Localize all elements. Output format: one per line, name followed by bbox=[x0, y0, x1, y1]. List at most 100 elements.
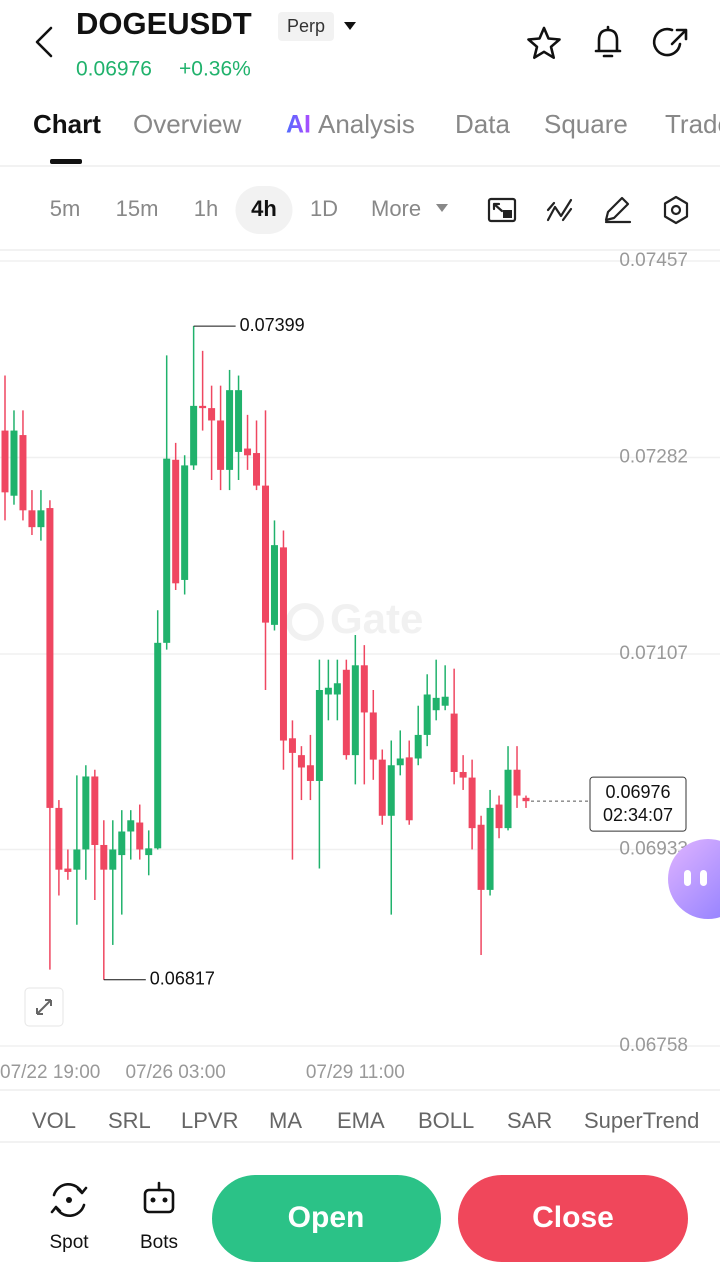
indicator-tab[interactable]: VOL bbox=[32, 1108, 76, 1133]
tool-layout[interactable] bbox=[487, 197, 517, 223]
candle-body bbox=[100, 844, 108, 870]
tab[interactable]: Chart bbox=[33, 109, 101, 139]
tab[interactable]: Square bbox=[544, 109, 628, 139]
bots-button[interactable] bbox=[143, 1181, 175, 1214]
candle-body bbox=[324, 687, 332, 695]
candle-body bbox=[522, 797, 530, 802]
candle-body bbox=[46, 508, 54, 808]
candle-body bbox=[73, 849, 81, 870]
candle-body bbox=[450, 713, 458, 772]
candle-body bbox=[19, 435, 27, 511]
spot-label: Spot bbox=[49, 1232, 89, 1253]
y-tick-label: 0.07457 bbox=[619, 250, 688, 271]
favorite-button[interactable] bbox=[527, 26, 561, 59]
fullscreen-icon bbox=[36, 999, 52, 1015]
candle-body bbox=[315, 689, 323, 781]
tab-badge: AI bbox=[286, 111, 311, 139]
candle-body bbox=[208, 408, 216, 421]
candle-body bbox=[405, 757, 413, 821]
spot-button[interactable] bbox=[50, 1183, 88, 1217]
contract-badge bbox=[278, 12, 334, 41]
back-button[interactable] bbox=[35, 26, 53, 58]
candle-body bbox=[414, 734, 422, 759]
indicator-tab[interactable]: BOLL bbox=[418, 1108, 474, 1133]
indicator-tab[interactable]: LPVR bbox=[181, 1108, 238, 1133]
candle-body bbox=[217, 420, 225, 470]
candle-body bbox=[244, 448, 252, 456]
candle-body bbox=[459, 771, 467, 778]
timeframe[interactable]: 5m bbox=[50, 196, 81, 221]
high-marker-label: 0.07399 bbox=[240, 315, 305, 335]
indicator-tab[interactable]: SRL bbox=[108, 1108, 151, 1133]
candle-body bbox=[360, 665, 368, 713]
price-change: +0.36% bbox=[179, 58, 251, 81]
y-tick-label: 0.07107 bbox=[619, 643, 688, 664]
indicator-tab[interactable]: SAR bbox=[507, 1108, 552, 1133]
candle-body bbox=[486, 807, 494, 890]
countdown: 02:34:07 bbox=[603, 805, 673, 825]
open-label: Open bbox=[288, 1201, 365, 1234]
candle-body bbox=[109, 849, 117, 870]
active-tab-indicator bbox=[50, 159, 82, 164]
close-label: Close bbox=[532, 1201, 614, 1234]
candle-body bbox=[145, 848, 153, 856]
indicator-bar: VOL SRL LPVR MA EMA BOLL SAR SuperTrend bbox=[32, 1108, 699, 1133]
tab[interactable]: Data bbox=[455, 109, 510, 139]
more-dropdown bbox=[436, 204, 448, 212]
current-price: 0.06976 bbox=[605, 782, 670, 802]
x-tick-label: 07/26 03:00 bbox=[125, 1062, 225, 1083]
tool-draw[interactable] bbox=[604, 196, 632, 224]
open-button[interactable] bbox=[212, 1175, 441, 1262]
contract-type: Perp bbox=[287, 16, 325, 36]
x-tick-label: 07/29 11:00 bbox=[306, 1062, 405, 1083]
tool-settings[interactable] bbox=[663, 195, 689, 225]
candle-body bbox=[127, 820, 135, 832]
candle-body bbox=[172, 459, 180, 584]
candle-body bbox=[369, 712, 377, 760]
candle-body bbox=[190, 405, 198, 466]
y-tick-label: 0.07282 bbox=[619, 447, 688, 468]
timeframe-bar: 5m 15m 1h 4h 1D More bbox=[50, 196, 448, 221]
symbol: DOGEUSDT bbox=[76, 6, 252, 41]
tab[interactable]: Analysis bbox=[318, 109, 415, 139]
indicator-tab[interactable]: EMA bbox=[337, 1108, 385, 1133]
y-tick-label: 0.06933 bbox=[619, 838, 688, 859]
timeframe[interactable]: 15m bbox=[116, 196, 159, 221]
y-tick-label: 0.06758 bbox=[619, 1035, 688, 1056]
timeframe[interactable]: 1D bbox=[310, 196, 338, 221]
alert-button[interactable] bbox=[594, 25, 622, 58]
candle-body bbox=[28, 510, 36, 528]
candle-body bbox=[297, 755, 305, 768]
candle-body bbox=[235, 390, 243, 452]
bots-label: Bots bbox=[140, 1232, 178, 1253]
tab[interactable]: Overview bbox=[133, 109, 242, 139]
share-button[interactable] bbox=[652, 27, 688, 57]
candle-body bbox=[1, 430, 9, 493]
timeframe[interactable]: 4h bbox=[251, 196, 277, 221]
candle-body bbox=[396, 758, 404, 766]
candle-body bbox=[513, 769, 521, 796]
candle-body bbox=[154, 642, 162, 849]
symbol-dropdown[interactable] bbox=[344, 22, 356, 30]
timeframe[interactable]: More bbox=[371, 196, 421, 221]
candle-body bbox=[288, 738, 296, 753]
candle-body bbox=[163, 458, 171, 643]
candle-body bbox=[378, 759, 386, 816]
timeframe[interactable]: 1h bbox=[194, 196, 218, 221]
close-button[interactable] bbox=[458, 1175, 688, 1262]
tab[interactable]: Trade bbox=[665, 109, 720, 139]
candle-body bbox=[441, 696, 449, 706]
candle-body bbox=[55, 807, 63, 870]
tool-indicators[interactable] bbox=[546, 198, 573, 222]
indicator-tab[interactable]: MA bbox=[269, 1108, 302, 1133]
candle-body bbox=[253, 453, 261, 486]
watermark-logo bbox=[286, 603, 324, 641]
candle-body bbox=[495, 804, 503, 829]
last-price: 0.06976 bbox=[76, 58, 152, 81]
indicator-tab[interactable]: SuperTrend bbox=[584, 1108, 699, 1133]
bubble-eye bbox=[700, 870, 707, 886]
assistant-bubble[interactable] bbox=[668, 839, 720, 919]
candle-body bbox=[181, 465, 189, 580]
